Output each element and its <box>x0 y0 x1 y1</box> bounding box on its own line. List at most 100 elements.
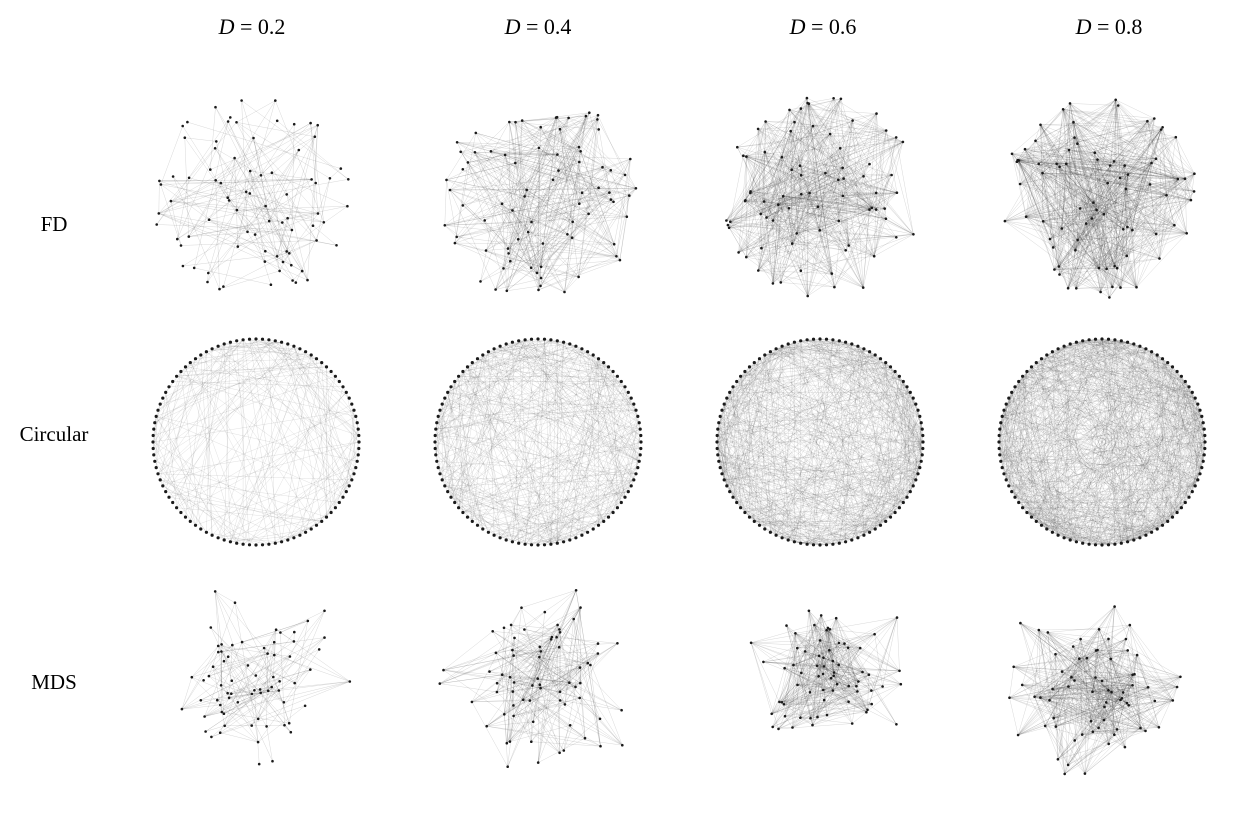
graph-node <box>549 542 553 546</box>
graph-node <box>893 369 897 374</box>
graph-node <box>1034 139 1037 143</box>
graph-node <box>526 230 530 234</box>
graph-node <box>1115 266 1119 270</box>
graph-node <box>1013 495 1017 499</box>
graph-node <box>550 635 554 639</box>
graph-node <box>1122 228 1125 231</box>
graph-node <box>639 440 643 444</box>
graph-node <box>1176 177 1180 181</box>
graph-node <box>783 666 786 670</box>
graph-node <box>819 614 823 617</box>
graph-node <box>1110 690 1113 694</box>
graph-node <box>844 249 847 252</box>
graph-node <box>725 484 729 488</box>
graph-node <box>918 414 922 418</box>
graph-node <box>997 440 1001 444</box>
graph-node <box>248 169 252 173</box>
graph-node <box>167 495 171 499</box>
graph-node <box>354 466 358 470</box>
graph-node <box>179 244 183 247</box>
graph-node <box>1203 446 1207 451</box>
graph-node <box>461 510 465 515</box>
graph-node <box>1051 246 1055 249</box>
graph-node <box>538 655 541 659</box>
graph-node <box>895 236 898 239</box>
graph-node <box>747 515 752 519</box>
graph-edges <box>1004 99 1195 298</box>
graph-node <box>207 218 211 221</box>
graph-node <box>596 642 600 645</box>
graph-node <box>190 675 194 679</box>
graph-node <box>919 459 923 463</box>
graph-node <box>316 123 319 127</box>
graph-node <box>920 453 924 457</box>
graph-node <box>788 108 791 112</box>
graph-node <box>837 541 841 545</box>
edge-group <box>750 610 901 730</box>
graph-node <box>1081 541 1085 545</box>
graph-node <box>771 219 775 222</box>
graph-node <box>625 215 629 218</box>
edge-group <box>156 100 349 290</box>
graph-node <box>731 385 735 389</box>
equals-sign: = <box>805 14 829 39</box>
graph-node <box>568 681 571 684</box>
graph-node <box>847 244 850 247</box>
graph-node <box>281 260 285 264</box>
graph-node <box>735 379 739 384</box>
graph-node <box>346 204 349 208</box>
graph-node <box>265 725 268 728</box>
graph-node <box>288 655 292 658</box>
graph-node <box>612 242 616 246</box>
graph-node <box>222 538 226 542</box>
graph-node <box>818 639 822 642</box>
graph-node <box>341 495 345 499</box>
graph-node <box>1076 142 1079 145</box>
graph-node <box>216 344 220 348</box>
graph-node <box>1025 369 1029 374</box>
graph-node <box>267 542 271 546</box>
graph-node <box>479 280 482 283</box>
graph-node <box>549 638 553 641</box>
graph-node <box>1102 212 1106 216</box>
graph-node <box>216 644 220 648</box>
graph-node <box>821 688 825 692</box>
graph-node <box>570 236 574 239</box>
graph-node <box>786 538 790 542</box>
graph-node <box>894 136 898 139</box>
graph-node <box>465 515 470 519</box>
graph-node <box>571 220 574 224</box>
graph-node <box>175 374 179 378</box>
graph-node <box>626 390 630 394</box>
graph-node <box>841 194 845 198</box>
graph-node <box>1135 653 1139 657</box>
graph-node <box>1050 350 1054 354</box>
graph-node <box>485 724 488 728</box>
graph-node <box>629 396 633 400</box>
graph-node <box>905 495 909 499</box>
graph-node <box>998 427 1002 431</box>
node-group <box>997 337 1207 547</box>
graph-node <box>731 495 735 499</box>
graph-node <box>187 235 191 238</box>
graph-node <box>780 701 784 704</box>
graph-node <box>161 396 165 400</box>
graph-node <box>218 287 221 291</box>
graph-node <box>536 677 539 680</box>
graph-node <box>175 506 179 510</box>
graph-node <box>893 510 897 515</box>
graph-node <box>486 350 490 354</box>
edge-group <box>726 97 914 297</box>
graph-node <box>1096 648 1099 652</box>
graph-node <box>1160 357 1165 361</box>
graph-node <box>520 606 523 609</box>
graph-fd-d-0-8 <box>1003 98 1196 299</box>
graph-node <box>433 446 437 451</box>
graph-node <box>637 459 641 463</box>
graph-node <box>591 527 595 531</box>
graph-node <box>632 402 636 406</box>
graph-mds-d-0-6 <box>749 609 903 731</box>
graph-node <box>1123 164 1126 167</box>
graph-node <box>1200 414 1204 418</box>
graph-node <box>474 131 478 135</box>
